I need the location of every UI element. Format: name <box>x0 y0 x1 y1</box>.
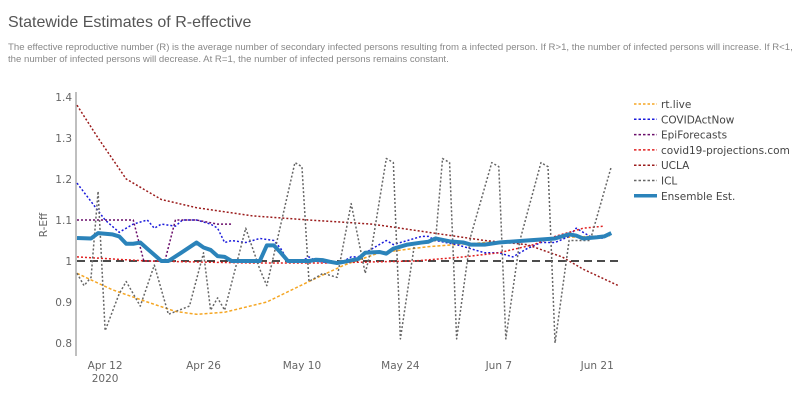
y-axis-label: R-Eff <box>38 212 50 237</box>
y-tick-label: 1.4 <box>55 92 72 104</box>
series-line-covidactnow <box>76 182 605 264</box>
y-tick-label: 1.3 <box>55 133 72 145</box>
x-tick-sublabel: 2020 <box>92 373 119 385</box>
series-line-epiforecasts <box>77 219 232 262</box>
legend-entry: ICL <box>661 176 677 188</box>
legend-entry: UCLA <box>661 160 690 172</box>
y-tick-label: 0.8 <box>55 338 72 350</box>
legend-entry: rt.live <box>661 99 691 111</box>
x-tick-label: Apr 12 <box>88 360 123 372</box>
legend-entry: COVIDActNow <box>661 114 735 126</box>
series-line-ensemble-est- <box>76 231 613 266</box>
page-description: The effective reproductive number (R) is… <box>8 42 793 65</box>
page-title: Statewide Estimates of R-effective <box>8 14 252 31</box>
x-tick-label: Jun 21 <box>580 360 614 372</box>
series-line-icl <box>76 157 613 344</box>
y-tick-label: 1 <box>65 256 72 268</box>
x-tick-label: May 24 <box>381 360 420 372</box>
y-tick-label: 1.1 <box>55 215 72 227</box>
y-tick-label: 0.9 <box>55 297 72 309</box>
x-tick-label: Apr 26 <box>186 360 221 372</box>
legend-entry: EpiForecasts <box>661 130 727 142</box>
legend-entry: Ensemble Est. <box>661 191 735 203</box>
series-line-covid19-projections-com <box>76 225 605 264</box>
y-tick-label: 1.2 <box>55 174 72 186</box>
legend-entry: covid19-projections.com <box>661 145 790 157</box>
x-tick-label: May 10 <box>283 360 321 372</box>
series-line-ucla <box>76 104 619 287</box>
x-tick-label: Jun 7 <box>485 360 512 372</box>
